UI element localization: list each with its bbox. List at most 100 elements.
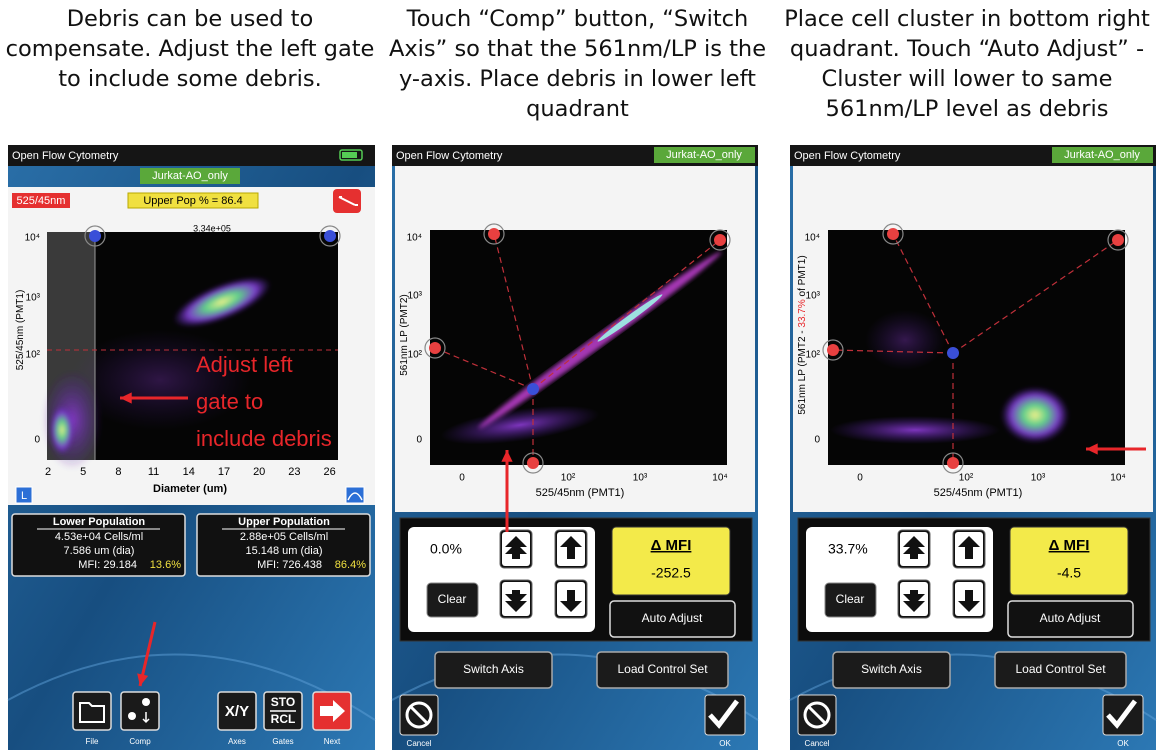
y-tick-label: 0: [34, 435, 40, 446]
mfi-value: -4.5: [1057, 565, 1081, 581]
action-label: Switch Axis: [463, 662, 524, 676]
gate-handle[interactable]: [887, 228, 899, 240]
x-tick-label: 20: [253, 466, 265, 478]
action-label: Load Control Set: [1015, 662, 1106, 676]
gate-handle[interactable]: [827, 344, 839, 356]
center-handle[interactable]: [947, 347, 959, 359]
sample-name: Jurkat-AO_only: [666, 149, 742, 161]
clear-label: Clear: [836, 592, 865, 606]
x-tick-label: 8: [115, 466, 121, 478]
cancel-label: Cancel: [407, 739, 432, 748]
ok-label: OK: [1117, 739, 1129, 748]
y-axis-label-part: 33.7%: [797, 299, 808, 327]
annotation: Adjust left: [196, 352, 293, 377]
toolbar-label: Gates: [272, 737, 293, 746]
toolbar-button[interactable]: [121, 692, 159, 730]
x-tick-label: 10²: [561, 473, 576, 484]
x-tick-label: 5: [80, 466, 86, 478]
comp-percent: 33.7%: [828, 541, 868, 557]
y-tick-label: 10³: [408, 291, 423, 302]
gate-handle[interactable]: [89, 230, 101, 242]
cancel-label: Cancel: [805, 739, 830, 748]
diameter: 7.586 um (dia): [64, 545, 135, 557]
haze: [70, 330, 250, 430]
center-handle[interactable]: [527, 383, 539, 395]
gate-handle[interactable]: [527, 457, 539, 469]
y-tick-label: 10²: [408, 350, 423, 361]
x-tick-label: 17: [218, 466, 230, 478]
comp-icon: [142, 698, 150, 706]
y-tick-label: 10³: [26, 293, 41, 304]
x-axis-label: 525/45nm (PMT1): [934, 487, 1023, 499]
toolbar-button[interactable]: [73, 692, 111, 730]
y-tick-label: 0: [814, 435, 820, 446]
y-axis-label-part: 561nm LP (PMT2 -: [797, 328, 808, 415]
sample-name: Jurkat-AO_only: [152, 170, 228, 182]
x-tick-label: 11: [148, 466, 159, 478]
debris-cloud: [830, 416, 1000, 444]
annotation: gate to: [196, 389, 263, 414]
toolbar-label: Comp: [129, 737, 151, 746]
upper-pop: Upper Pop % = 86.4: [143, 195, 242, 207]
gates-icon: RCL: [271, 712, 296, 726]
y-axis-label: 561nm LP (PMT2 - 33.7% of PMT1): [797, 255, 808, 414]
step-arrow-stem: [910, 590, 918, 595]
step-arrow-stem: [910, 554, 918, 559]
gates-icon: STO: [271, 695, 295, 709]
step-arrow-stem: [965, 590, 973, 602]
x-tick-label: 2: [45, 466, 51, 478]
gate-handle[interactable]: [947, 457, 959, 469]
x-tick-label: 10³: [633, 473, 648, 484]
gate-handle[interactable]: [714, 234, 726, 246]
mfi-value: -252.5: [651, 565, 691, 581]
debris-core: [50, 405, 74, 455]
x-axis-label: Diameter (um): [153, 483, 227, 495]
y-axis-label: 525/45nm (PMT1): [15, 290, 26, 371]
histogram-button[interactable]: [346, 487, 364, 503]
y-tick-label: 10²: [806, 350, 821, 361]
clear-label: Clear: [438, 592, 467, 606]
app-title: Open Flow Cytometry: [12, 150, 119, 162]
x-tick-label: 23: [288, 466, 300, 478]
mfi-title: Δ MFI: [651, 537, 692, 554]
comp-percent: 0.0%: [430, 541, 462, 557]
diameter: 15.148 um (dia): [245, 545, 322, 557]
gate-handle[interactable]: [429, 342, 441, 354]
mfi: MFI: 726.438: [257, 559, 322, 571]
toolbar-label: File: [86, 737, 99, 746]
x-tick-label: 14: [183, 466, 195, 478]
channel: 525/45nm: [17, 195, 66, 207]
left-button-label: L: [21, 490, 27, 502]
mfi-title: Δ MFI: [1049, 537, 1090, 554]
x-tick-label: 0: [459, 473, 465, 484]
cell-cluster: [1001, 387, 1069, 443]
y-axis-label: 561nm LP (PMT2): [399, 294, 410, 376]
y-tick-label: 10³: [806, 291, 821, 302]
comp-icon: [128, 712, 136, 720]
concentration: 2.88e+05 Cells/ml: [240, 531, 328, 543]
x-tick-label: 10⁴: [1110, 473, 1125, 484]
y-tick-label: 0: [416, 435, 422, 446]
toolbar-label: Axes: [228, 737, 246, 746]
y-axis-label-part: of PMT1): [797, 255, 808, 299]
action-label: Switch Axis: [861, 662, 922, 676]
percent: 13.6%: [150, 559, 181, 571]
toolbar-label: Next: [324, 737, 341, 746]
gate-handle[interactable]: [324, 230, 336, 242]
gate-handle[interactable]: [488, 228, 500, 240]
screens: Open Flow Cytometry Jurkat-AO_only 525/45n…: [0, 0, 1159, 750]
step-arrow-stem: [567, 590, 575, 602]
x-tick-label: 10³: [1031, 473, 1046, 484]
y-tick-label: 10⁴: [25, 233, 40, 244]
battery-level: [342, 152, 357, 158]
x-tick-label: 10⁴: [712, 473, 727, 484]
y-tick-label: 10⁴: [805, 233, 820, 244]
annotation: include debris: [196, 426, 332, 451]
gate-handle[interactable]: [1112, 234, 1124, 246]
step-arrow-stem: [965, 547, 973, 559]
axes-icon: X/Y: [225, 703, 249, 720]
mfi: MFI: 29.184: [78, 559, 137, 571]
app-title: Open Flow Cytometry: [794, 150, 901, 162]
app-title: Open Flow Cytometry: [396, 150, 503, 162]
auto-adjust-label: Auto Adjust: [642, 611, 703, 625]
